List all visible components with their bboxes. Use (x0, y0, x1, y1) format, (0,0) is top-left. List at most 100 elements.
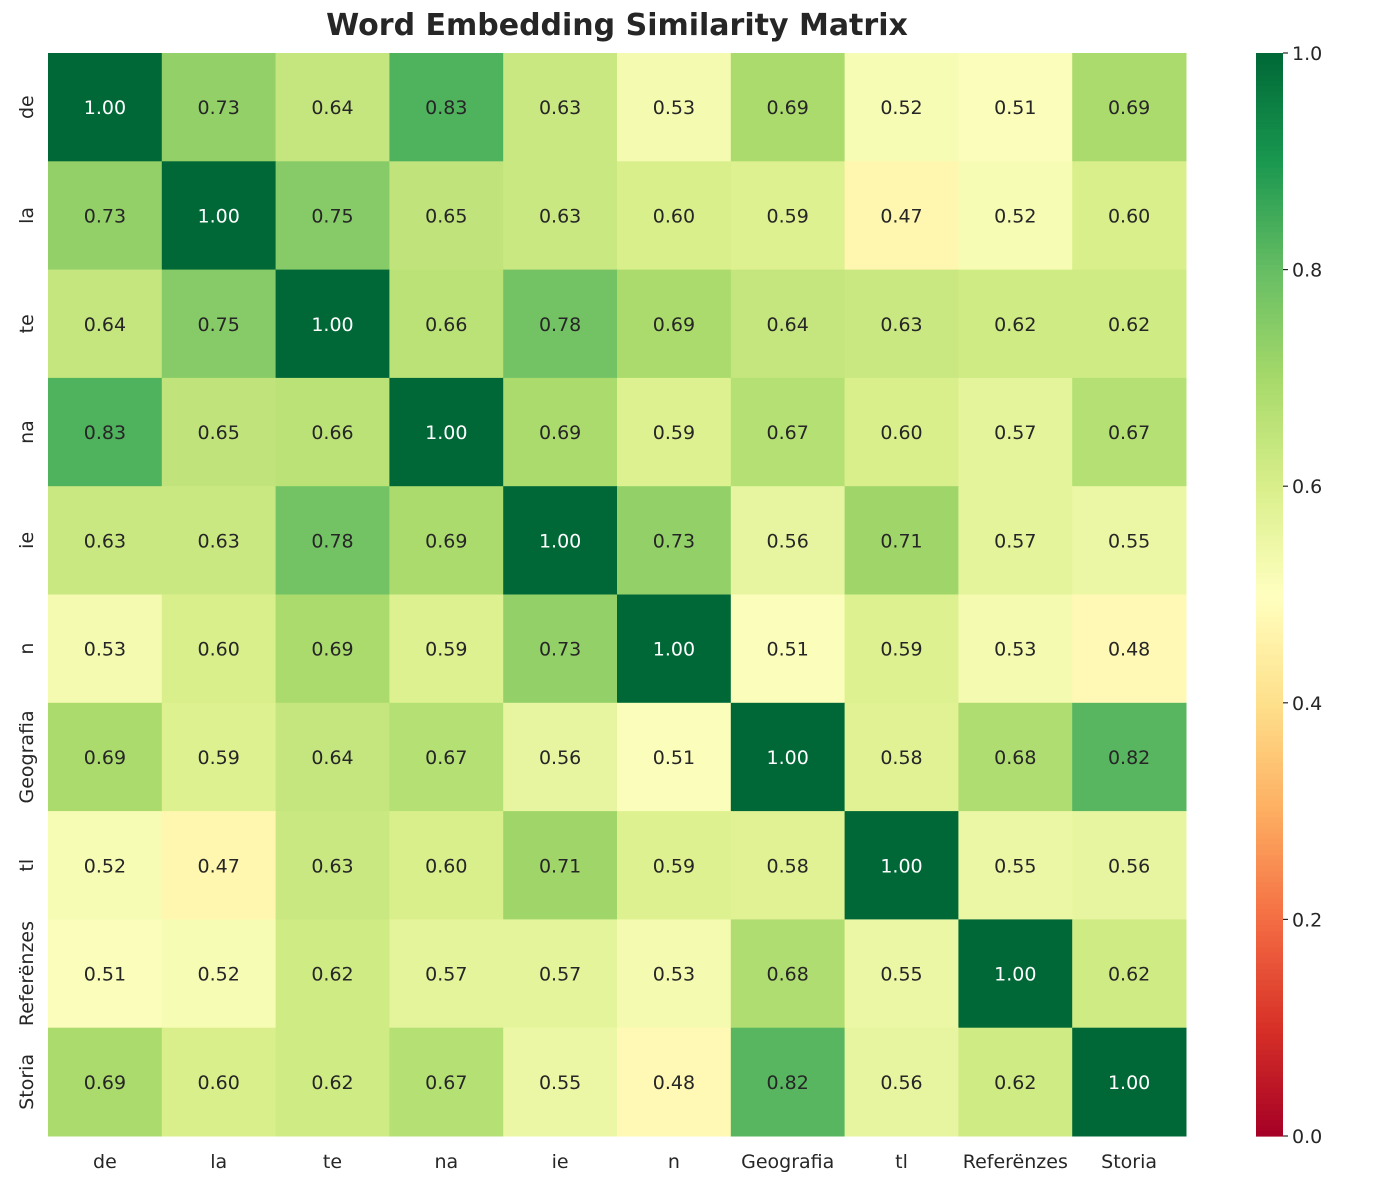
colorbar-segment (1256, 226, 1283, 233)
x-tick-label: la (210, 1151, 227, 1173)
colorbar-segment (1256, 361, 1283, 368)
cell-value-label: 1.00 (539, 530, 581, 552)
x-tick-label: na (434, 1151, 458, 1173)
colorbar-segment (1256, 1006, 1283, 1013)
y-tick-label: Storia (16, 1054, 38, 1110)
colorbar-segment (1256, 524, 1283, 531)
colorbar-segment (1256, 199, 1283, 206)
colorbar-segment (1256, 53, 1283, 60)
cell-value-label: 0.51 (994, 97, 1036, 119)
colorbar-segment (1256, 350, 1283, 357)
colorbar-segment (1256, 161, 1283, 168)
heatmap-cell (958, 594, 1073, 704)
cell-value-label: 0.78 (311, 530, 353, 552)
colorbar-segment (1256, 296, 1283, 303)
colorbar-segment (1256, 188, 1283, 195)
heatmap-cell (275, 594, 390, 704)
heatmap-cell (161, 594, 277, 704)
heatmap-cell (617, 269, 732, 379)
colorbar-segment (1256, 334, 1283, 341)
heatmap-cell (389, 486, 504, 595)
heatmap-cell (48, 919, 163, 1029)
colorbar-segment (1256, 962, 1283, 969)
colorbar-segment (1256, 989, 1283, 996)
colorbar-segment (1256, 664, 1283, 671)
colorbar-segment (1256, 442, 1283, 449)
colorbar-segment (1256, 659, 1283, 666)
heatmap-cell (730, 53, 846, 162)
heatmap-cell (958, 269, 1073, 379)
heatmap-cell (958, 53, 1073, 162)
heatmap-cell (161, 919, 277, 1029)
colorbar-segment (1256, 551, 1283, 558)
heatmap-cell (275, 486, 390, 595)
cell-value-label: 0.47 (880, 205, 922, 227)
colorbar-segment (1256, 285, 1283, 292)
colorbar-segment (1256, 827, 1283, 834)
colorbar-segment (1256, 686, 1283, 693)
colorbar-tick-label: 0.8 (1292, 260, 1322, 282)
y-tick-label: Geografia (16, 710, 38, 803)
cell-value-label: 0.56 (1108, 855, 1150, 877)
heatmap-cell (617, 594, 732, 704)
cell-value-label: 0.69 (84, 747, 126, 769)
heatmap-cell (958, 811, 1073, 920)
colorbar-segment (1256, 821, 1283, 828)
cell-value-label: 0.62 (1108, 964, 1150, 986)
cell-value-label: 0.64 (311, 97, 353, 119)
colorbar-segment (1256, 388, 1283, 395)
colorbar-segment (1256, 204, 1283, 211)
heatmap-cell (161, 161, 277, 271)
colorbar-segment (1256, 312, 1283, 319)
heatmap-cell (275, 377, 390, 487)
colorbar-segment (1256, 339, 1283, 347)
colorbar-segment (1256, 291, 1283, 298)
colorbar-segment (1256, 432, 1283, 439)
colorbar-segment (1256, 134, 1283, 141)
colorbar-segment (1256, 1125, 1283, 1132)
colorbar-segment (1256, 410, 1283, 417)
cell-value-label: 0.69 (84, 1072, 126, 1094)
cell-value-label: 1.00 (1108, 1072, 1150, 1094)
colorbar-segment (1256, 139, 1283, 146)
cell-value-label: 0.64 (311, 747, 353, 769)
heatmap-cell (1072, 377, 1187, 487)
cell-value-label: 0.69 (311, 639, 353, 661)
cell-value-label: 1.00 (653, 639, 695, 661)
colorbar-segment (1256, 280, 1283, 287)
cell-value-label: 0.63 (198, 530, 240, 552)
colorbar-segment (1256, 399, 1283, 406)
cell-value-label: 1.00 (425, 422, 467, 444)
heatmap-cell (844, 486, 959, 595)
colorbar-segment (1256, 177, 1283, 184)
x-tick-label: n (668, 1151, 680, 1173)
colorbar-segment (1256, 751, 1283, 758)
heatmap-cell (730, 702, 846, 812)
heatmap-cell (275, 161, 390, 271)
colorbar-segment (1256, 123, 1283, 130)
heatmap-cell (844, 161, 959, 271)
cell-value-label: 0.53 (653, 97, 695, 119)
heatmap-cell (617, 377, 732, 487)
y-tick-label: tl (16, 859, 38, 872)
cell-value-label: 0.48 (653, 1072, 695, 1094)
heatmap-cell (389, 919, 504, 1029)
colorbar-segment (1256, 540, 1283, 547)
cell-value-label: 0.63 (84, 530, 126, 552)
colorbar-segment (1256, 713, 1283, 720)
colorbar-segment (1256, 253, 1283, 260)
colorbar-segment (1256, 621, 1283, 628)
cell-value-label: 0.59 (425, 639, 467, 661)
cell-value-label: 0.52 (880, 97, 922, 119)
x-tick-label: tl (895, 1151, 908, 1173)
heatmap-cell (617, 811, 732, 920)
colorbar-segment (1256, 589, 1283, 596)
colorbar-segment (1256, 150, 1283, 157)
heatmap-cell (48, 269, 163, 379)
colorbar-segment (1256, 605, 1283, 612)
heatmap-cell (1072, 269, 1187, 379)
chart-title: Word Embedding Similarity Matrix (326, 8, 908, 43)
colorbar-segment (1256, 556, 1283, 563)
heatmap-cell (1072, 702, 1187, 812)
cell-value-label: 0.71 (539, 855, 581, 877)
